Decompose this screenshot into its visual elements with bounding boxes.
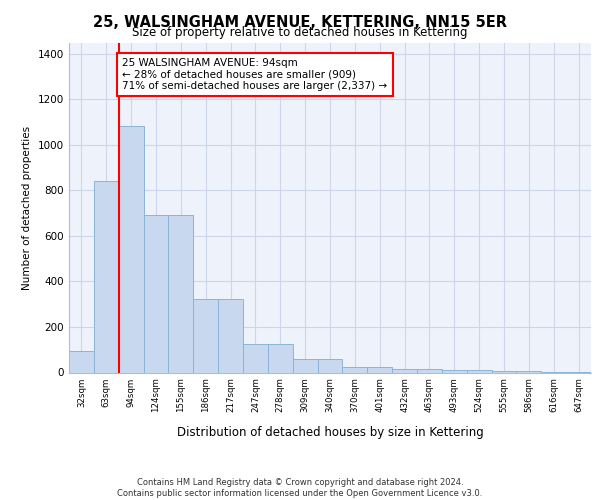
Bar: [442, 370, 467, 372]
Text: 25 WALSINGHAM AVENUE: 94sqm
← 28% of detached houses are smaller (909)
71% of se: 25 WALSINGHAM AVENUE: 94sqm ← 28% of det…: [122, 58, 388, 91]
Text: Size of property relative to detached houses in Kettering: Size of property relative to detached ho…: [132, 26, 468, 39]
Bar: [169, 216, 193, 372]
Bar: [392, 369, 417, 372]
Text: Distribution of detached houses by size in Kettering: Distribution of detached houses by size …: [176, 426, 484, 439]
Y-axis label: Number of detached properties: Number of detached properties: [22, 126, 32, 290]
Bar: [367, 367, 392, 372]
Bar: [193, 298, 218, 372]
Bar: [467, 370, 491, 372]
Bar: [69, 351, 94, 372]
Bar: [268, 344, 293, 372]
Bar: [317, 359, 343, 372]
Bar: [343, 367, 367, 372]
Bar: [243, 344, 268, 372]
Bar: [94, 182, 119, 372]
Text: Contains HM Land Registry data © Crown copyright and database right 2024.
Contai: Contains HM Land Registry data © Crown c…: [118, 478, 482, 498]
Bar: [417, 369, 442, 372]
Bar: [293, 359, 317, 372]
Bar: [218, 298, 243, 372]
Bar: [119, 126, 143, 372]
Bar: [143, 216, 169, 372]
Text: 25, WALSINGHAM AVENUE, KETTERING, NN15 5ER: 25, WALSINGHAM AVENUE, KETTERING, NN15 5…: [93, 15, 507, 30]
